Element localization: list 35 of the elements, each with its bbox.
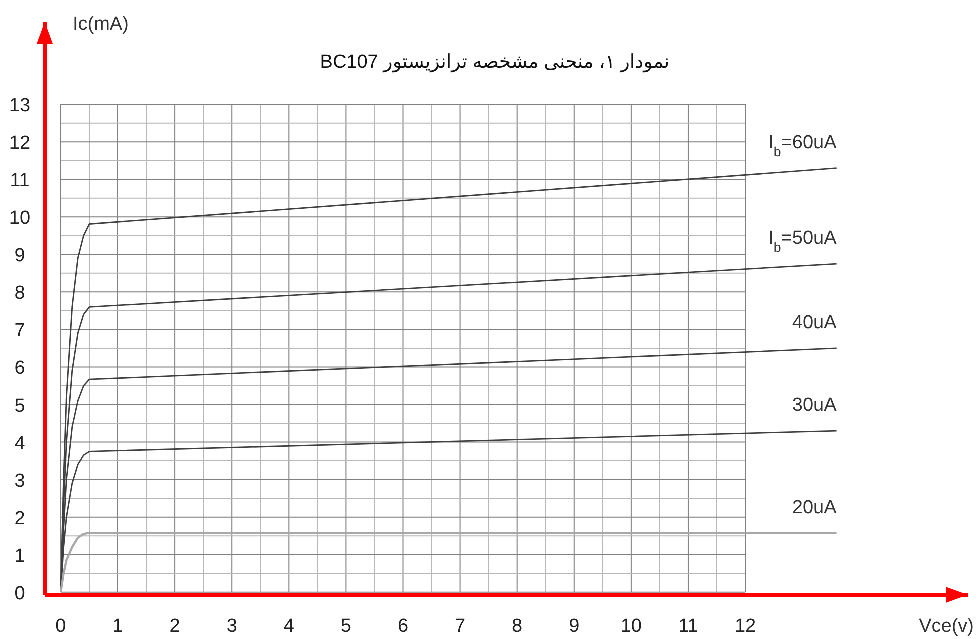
x-axis-title: Vce(v) [919, 616, 974, 637]
x-tick-label: 4 [284, 616, 295, 637]
y-tick-label: 11 [10, 170, 30, 192]
y-tick-label: 9 [14, 246, 26, 267]
series-label: 40uA [792, 312, 838, 334]
series-label: I$_{b}$=60uA [768, 132, 838, 159]
x-tick-label: 10 [620, 616, 642, 637]
y-tick-label: 10 [9, 208, 31, 230]
series-label: 30uA [792, 395, 838, 416]
x-tick-label: 3 [226, 616, 238, 637]
x-tick-label: 6 [398, 616, 409, 637]
y-tick-label: 12 [9, 133, 31, 154]
y-tick-label: 7 [14, 320, 26, 342]
x-tick-label: 5 [340, 616, 352, 637]
y-tick-label: 1 [14, 546, 26, 567]
x-tick-label: 12 [734, 616, 756, 637]
x-tick-label: 2 [170, 616, 180, 637]
x-tick-label: 11 [678, 616, 698, 637]
y-tick-label: 13 [9, 96, 31, 117]
x-tick-label: 1 [112, 616, 124, 637]
y-tick-label: 8 [14, 283, 26, 304]
y-tick-label: 2 [14, 508, 26, 530]
y-tick-label: 5 [14, 396, 26, 417]
x-tick-label: 7 [455, 616, 466, 637]
x-tick-label: 9 [569, 616, 580, 637]
text: نمودار ۱، منحنی مشخصه ترانزیستور BC107 [320, 52, 670, 73]
y-tick-label: 6 [14, 358, 26, 380]
series-label: I$_{b}$=50uA [768, 228, 838, 255]
x-tick-label: 0 [56, 616, 66, 637]
series-label: 20uA [792, 497, 838, 518]
y-axis-title: Ic(mA) [73, 14, 129, 35]
y-tick-label: 3 [14, 470, 26, 492]
y-tick-label: 4 [14, 433, 26, 454]
y-tick-label: 0 [14, 583, 26, 604]
x-tick-label: 8 [512, 616, 523, 637]
